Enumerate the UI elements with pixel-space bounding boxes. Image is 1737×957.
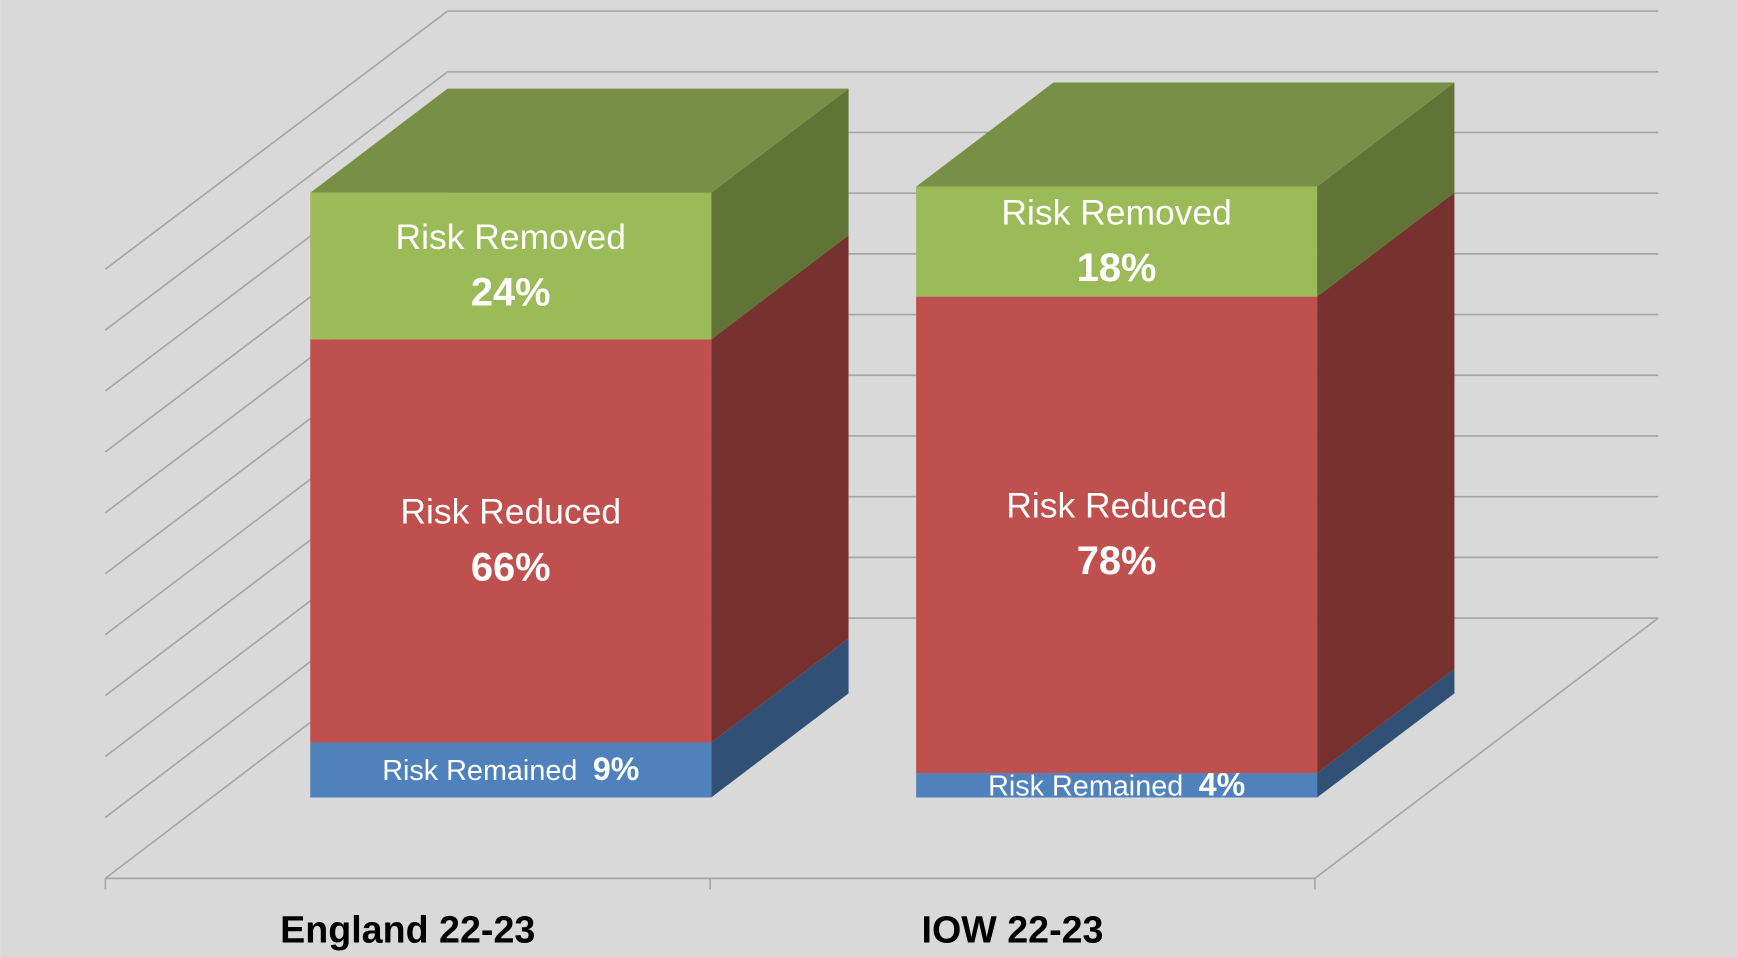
- bar: [310, 192, 712, 340]
- grid-line: [104, 10, 449, 270]
- bar-top: [916, 82, 1455, 187]
- x-tick-label: England 22-23: [280, 909, 535, 951]
- bar: [310, 339, 712, 743]
- floor-edge: [1314, 617, 1659, 880]
- series-label: Risk Remained: [382, 755, 577, 787]
- data-label-group: Risk Remained 9%: [382, 752, 639, 788]
- data-label: 24%: [471, 270, 551, 314]
- series-label: Risk Reduced: [400, 492, 621, 532]
- data-label: 18%: [1077, 246, 1157, 290]
- bar-side: [711, 88, 849, 340]
- bar-side: [1317, 668, 1455, 798]
- series-label: Risk Removed: [1001, 192, 1231, 232]
- data-label: 78%: [1077, 539, 1157, 583]
- bar-side: [1317, 192, 1455, 774]
- data-label: 66%: [471, 545, 551, 589]
- x-tick-label: IOW 22-23: [921, 909, 1103, 951]
- bar-side: [711, 235, 849, 743]
- data-label: 9%: [593, 752, 639, 788]
- bar: [916, 773, 1318, 798]
- series-label: Risk Removed: [396, 217, 626, 257]
- bar-side: [1317, 82, 1455, 297]
- bar: [916, 296, 1318, 774]
- grid-line: [104, 71, 449, 331]
- bar-side: [711, 638, 849, 798]
- bar: [916, 186, 1318, 297]
- bar: [310, 742, 712, 798]
- series-label: Risk Remained: [988, 770, 1183, 802]
- series-label: Risk Reduced: [1006, 486, 1227, 526]
- bar-top: [310, 88, 849, 193]
